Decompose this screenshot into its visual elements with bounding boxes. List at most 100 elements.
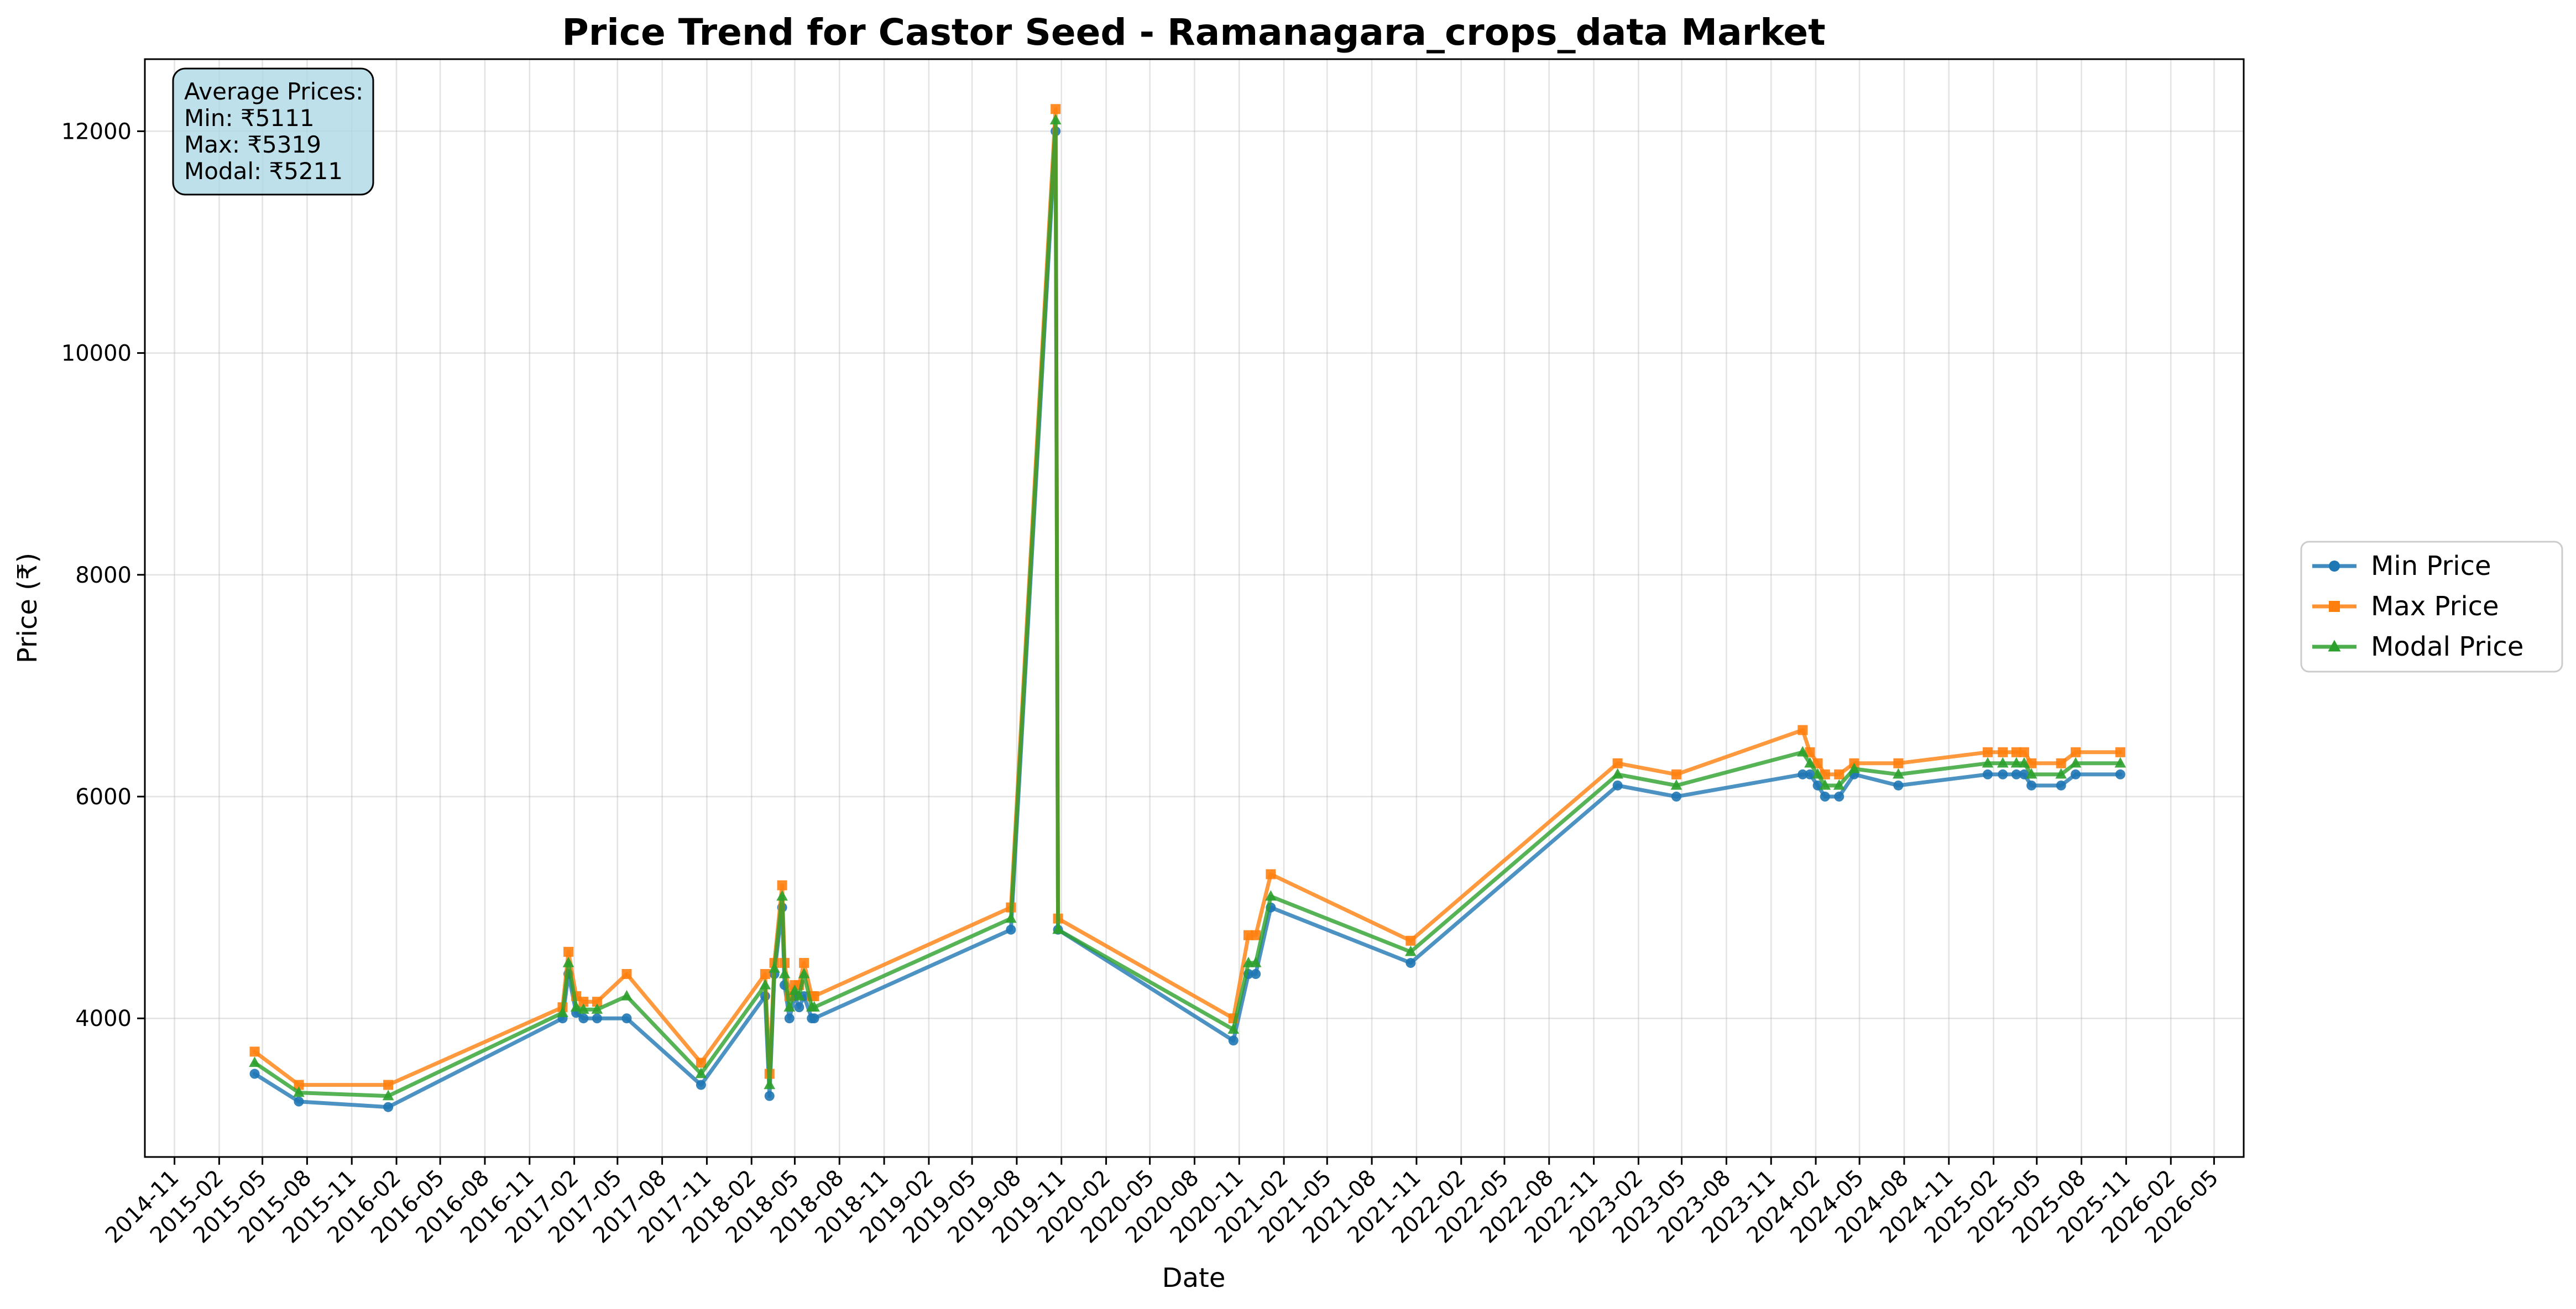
data-point: [294, 1096, 304, 1107]
y-tick-label: 8000: [75, 563, 132, 588]
data-point: [1998, 747, 2008, 757]
data-point: [592, 1013, 602, 1024]
chart-title: Price Trend for Castor Seed - Ramanagara…: [562, 11, 1825, 54]
data-point: [1227, 1023, 1240, 1034]
data-point: [696, 1057, 706, 1068]
data-point: [1798, 725, 1808, 735]
data-point: [2056, 758, 2066, 768]
data-point: [783, 1001, 796, 1012]
data-point: [591, 1003, 603, 1014]
annotation-line: Modal: ₹5211: [184, 158, 343, 185]
data-point: [2070, 757, 2082, 768]
data-point: [1242, 956, 1255, 967]
data-point: [2018, 757, 2030, 768]
data-point: [695, 1067, 707, 1078]
data-point: [777, 880, 787, 891]
series-line: [253, 107, 2123, 1087]
data-point: [1983, 747, 1993, 757]
data-point: [799, 957, 809, 968]
data-point: [1612, 758, 1623, 768]
data-point: [2071, 747, 2081, 757]
data-point: [798, 967, 810, 978]
data-point: [1671, 792, 1681, 802]
data-point: [1812, 780, 1823, 790]
data-point: [1228, 1035, 1239, 1046]
data-point: [2115, 769, 2125, 779]
data-point: [621, 989, 633, 1001]
data-point: [249, 1056, 260, 1067]
data-point: [2010, 757, 2023, 768]
data-point: [2114, 757, 2126, 768]
series-line: [253, 118, 2123, 1098]
series-min-price: [249, 126, 2125, 1112]
data-point: [2011, 747, 2021, 757]
data-point: [382, 1090, 394, 1101]
data-point: [1998, 769, 2008, 779]
data-point: [784, 1013, 795, 1024]
data-point: [557, 1006, 568, 1017]
average-prices-annotation: Average Prices: Min: ₹5111 Max: ₹5319 Mo…: [172, 67, 374, 196]
data-point: [1983, 769, 1993, 779]
data-point: [1612, 780, 1623, 790]
series-line: [253, 129, 2123, 1109]
data-point: [1982, 757, 1994, 768]
data-point: [1266, 869, 1276, 879]
data-point: [808, 1001, 820, 1012]
y-tick-label: 12000: [61, 119, 132, 144]
data-point: [2026, 780, 2037, 790]
data-point: [249, 1046, 260, 1057]
data-point: [759, 978, 771, 989]
data-point: [1893, 780, 1904, 790]
data-point: [2056, 780, 2066, 790]
data-point: [1251, 969, 1261, 979]
legend-label: Min Price: [2371, 551, 2491, 582]
data-point: [1405, 935, 1416, 946]
data-point: [1796, 746, 1809, 757]
data-point: [383, 1080, 394, 1090]
data-point: [764, 1091, 775, 1101]
data-point: [294, 1080, 304, 1090]
data-point: [789, 984, 801, 995]
data-point: [696, 1080, 706, 1090]
data-point: [2026, 758, 2037, 768]
data-point: [794, 1002, 804, 1013]
data-point: [1812, 768, 1823, 779]
data-point: [2071, 769, 2081, 779]
legend-swatch-marker: [2329, 561, 2340, 572]
y-tick-label: 4000: [75, 1006, 132, 1032]
data-point: [2025, 768, 2037, 779]
data-point: [1997, 757, 2009, 768]
data-point: [578, 1013, 589, 1024]
data-point: [793, 989, 805, 1001]
annotation-line: Min: ₹5111: [184, 104, 315, 132]
legend-label: Max Price: [2371, 591, 2499, 622]
y-tick-label: 6000: [75, 784, 132, 810]
data-point: [778, 967, 791, 978]
data-point: [1405, 945, 1417, 956]
data-point: [2019, 769, 2029, 779]
data-point: [1049, 114, 1062, 124]
legend-frame: [2300, 541, 2563, 673]
data-point: [776, 890, 788, 901]
data-point: [1612, 768, 1623, 779]
data-point: [577, 1003, 589, 1014]
annotation-line: Max: ₹5319: [184, 131, 321, 158]
data-point: [760, 969, 770, 979]
data-point: [1820, 769, 1830, 779]
data-point: [562, 956, 574, 967]
data-point: [1848, 762, 1860, 773]
series-layer: [249, 104, 2126, 1112]
data-point: [592, 997, 602, 1007]
data-point: [1893, 758, 1904, 768]
legend-items: Min Price Max Price Modal Price: [2312, 551, 2523, 662]
y-tick-label: 10000: [61, 341, 132, 366]
annotation-line: Average Prices:: [184, 78, 363, 105]
data-point: [578, 997, 589, 1007]
grid-layer: [145, 59, 2244, 1157]
data-point: [1265, 890, 1277, 901]
legend-item: Modal Price: [2312, 631, 2523, 662]
data-point: [764, 1078, 776, 1090]
x-axis-label: Date: [1162, 1263, 1226, 1294]
legend-swatch-marker: [2329, 601, 2340, 612]
